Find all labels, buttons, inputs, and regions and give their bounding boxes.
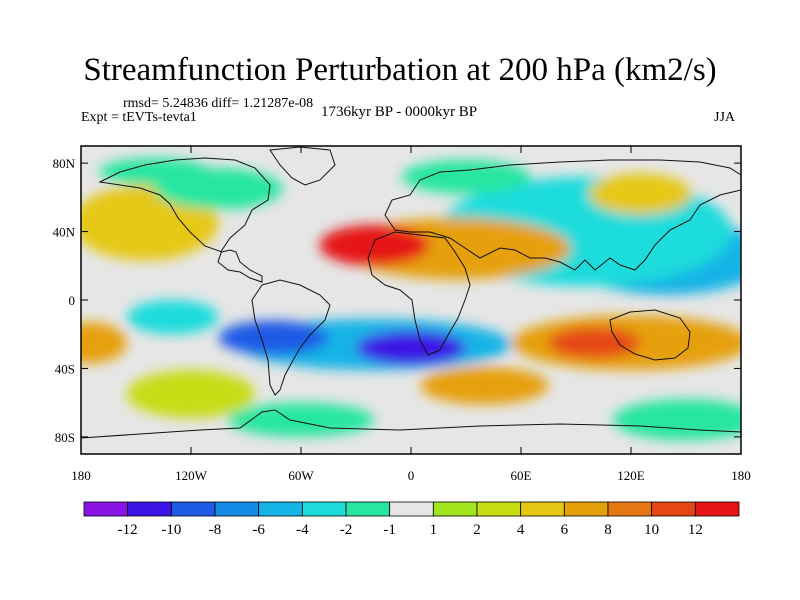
- colorbar-label: 1: [430, 522, 438, 538]
- colorbar-label: 10: [644, 522, 659, 538]
- colorbar-label: 12: [688, 522, 703, 538]
- lat-tick-label: 80N: [53, 156, 76, 171]
- colorbar-label: 2: [473, 522, 481, 538]
- colorbar-swatch: [214, 501, 260, 517]
- colorbar-label: -6: [252, 522, 265, 538]
- field-anomaly-17: [420, 366, 549, 405]
- colorbar-label: -4: [296, 522, 309, 538]
- lon-tick-label: 180: [731, 468, 751, 483]
- lat-tick-label: 40N: [53, 225, 76, 240]
- colorbar-label: -10: [161, 522, 181, 538]
- field-anomaly-15: [81, 322, 127, 364]
- colorbar-swatch: [476, 501, 522, 517]
- stats-line: rmsd= 5.24836 diff= 1.21287e-08: [123, 96, 314, 111]
- colorbar-swatch: [651, 501, 696, 517]
- coastline-greenland: [269, 146, 336, 186]
- colorbar-swatch: [389, 501, 434, 517]
- colorbar-swatch: [563, 501, 609, 517]
- lat-tick-label: 0: [69, 293, 76, 308]
- field-anomaly-19: [227, 402, 375, 437]
- map-plot-area: [80, 145, 742, 455]
- coastline-africa: [367, 231, 471, 356]
- season-label: JJA: [714, 110, 736, 125]
- coastline-north-america: [98, 157, 271, 283]
- field-anomaly-8: [99, 157, 210, 186]
- colorbar-label: -1: [383, 522, 396, 538]
- colorbar-swatch: [694, 501, 740, 517]
- lat-tick-label: 80S: [55, 430, 75, 445]
- coastlines: [81, 146, 741, 439]
- plot-title: Streamfunction Perturbation at 200 hPa (…: [83, 52, 717, 88]
- field-anomaly-12: [218, 320, 329, 355]
- colorbar-label: 4: [517, 522, 525, 538]
- field-anomaly-16: [126, 300, 219, 335]
- colorbar-swatch: [127, 501, 172, 517]
- lon-tick-label: 60E: [511, 468, 532, 483]
- colorbar-swatch: [258, 501, 303, 517]
- field-anomaly-18: [126, 370, 256, 419]
- field-anomaly-14: [548, 327, 641, 359]
- field-anomaly-5: [319, 224, 430, 266]
- lon-tick-label: 180: [71, 468, 91, 483]
- lon-tick-label: 120E: [617, 468, 645, 483]
- colorbar: -12 -10 -8 -6 -4 -2 -1 1 2 4 6 8 10 12: [83, 501, 740, 538]
- colorbar-swatch: [83, 501, 129, 517]
- field-anomaly-9: [401, 159, 531, 194]
- colorbar-swatch: [170, 501, 216, 517]
- longitude-axis: 180 120W 60W 0 60E 120E 180: [71, 146, 751, 483]
- colorbar-swatch: [432, 501, 478, 517]
- colorbar-swatch: [520, 501, 565, 517]
- coastline-south-america: [251, 279, 331, 396]
- colorbar-swatch: [345, 501, 391, 517]
- colorbar-swatch: [607, 501, 653, 517]
- experiment-label: Expt = tEVTs-tevta1: [81, 110, 197, 125]
- coastline-eurasia: [384, 159, 741, 271]
- field-anomaly-11: [356, 330, 466, 366]
- coastline-australia: [609, 309, 691, 361]
- colorbar-label: -8: [209, 522, 222, 538]
- lat-tick-label: 40S: [55, 361, 75, 376]
- coastline-antarctica: [81, 409, 741, 439]
- lon-tick-label: 0: [408, 468, 415, 483]
- field-anomaly-3: [588, 173, 692, 215]
- colorbar-label: -12: [118, 522, 138, 538]
- colorbar-label: -2: [340, 522, 353, 538]
- streamfunction-field: [81, 157, 741, 441]
- lon-tick-label: 120W: [175, 468, 208, 483]
- field-anomaly-20: [612, 399, 741, 441]
- period-label: 1736kyr BP - 0000kyr BP: [321, 104, 478, 120]
- colorbar-label: 8: [604, 522, 612, 538]
- colorbar-label: 6: [561, 522, 569, 538]
- latitude-axis: 80N 40N 0 40S 80S: [53, 156, 741, 445]
- colorbar-swatch: [301, 501, 347, 517]
- lon-tick-label: 60W: [288, 468, 314, 483]
